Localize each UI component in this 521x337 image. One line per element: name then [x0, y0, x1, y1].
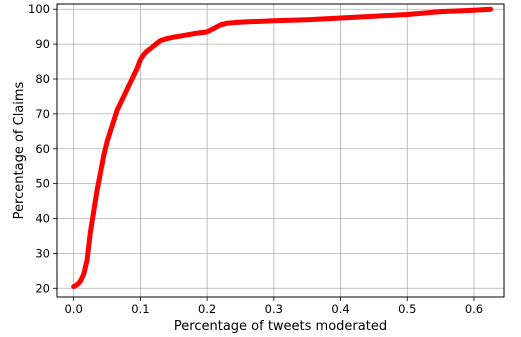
y-tick-label: 70	[35, 107, 50, 121]
x-tick-label: 0.2	[198, 302, 216, 316]
grid	[57, 4, 504, 297]
y-ticks: 20 30 40 50 60 70 80 90 100	[28, 2, 57, 295]
y-tick-label: 80	[35, 72, 50, 86]
x-tick-label: 0.0	[65, 302, 83, 316]
x-tick-label: 0.4	[331, 302, 349, 316]
x-tick-label: 0.5	[398, 302, 416, 316]
y-tick-label: 20	[35, 281, 50, 295]
x-tick-label: 0.3	[265, 302, 283, 316]
y-tick-label: 60	[35, 142, 50, 156]
y-tick-label: 50	[35, 177, 50, 191]
series-line	[71, 6, 494, 290]
plot-area-frame	[56, 3, 505, 298]
y-tick-label: 30	[35, 246, 50, 260]
y-tick-label: 90	[35, 37, 50, 51]
y-tick-label: 40	[35, 212, 50, 226]
x-axis-label: Percentage of tweets moderated	[174, 319, 387, 334]
x-tick-label: 0.1	[131, 302, 149, 316]
y-axis-label: Percentage of Claims	[12, 81, 27, 219]
x-tick-label: 0.6	[465, 302, 483, 316]
series-line-group	[71, 6, 494, 290]
y-tick-label: 100	[28, 2, 50, 16]
x-ticks: 0.0 0.1 0.2 0.3 0.4 0.5 0.6	[65, 297, 483, 316]
